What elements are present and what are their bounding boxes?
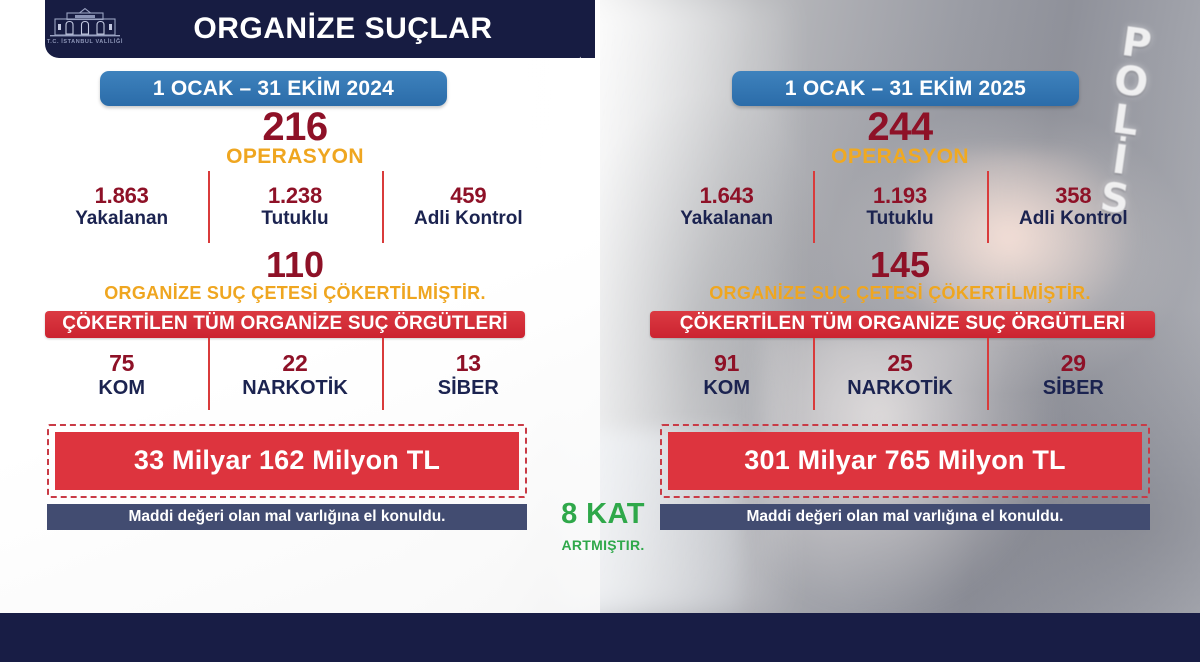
unit-divider-1 xyxy=(813,337,816,410)
stat-value: 358 xyxy=(1055,183,1092,208)
stat-detained-2025: 1.643 Yakalanan xyxy=(640,183,813,241)
unit-label: NARKOTİK xyxy=(847,377,953,400)
unit-label: KOM xyxy=(703,377,750,400)
stat-value: 1.238 xyxy=(267,183,323,208)
stat-divider-1 xyxy=(813,171,816,243)
unit-value: 13 xyxy=(455,349,481,376)
growth-callout: 8 KAT ARTMIŞTIR. xyxy=(548,498,658,553)
unit-siber-2025: 29 SİBER xyxy=(987,350,1160,408)
unit-kom-2025: 91 KOM xyxy=(640,350,813,408)
growth-label: ARTMIŞTIR. xyxy=(561,537,645,553)
unit-row-2024: 75 KOM 22 NARKOTİK 13 SİBER xyxy=(35,337,555,410)
governorship-logo: T.C. İSTANBUL VALİLİĞİ xyxy=(30,4,140,48)
unit-label: SİBER xyxy=(437,377,499,400)
gangs-value-2025: 145 xyxy=(869,244,931,285)
gangs-label-2024: ORGANİZE SUÇ ÇETESİ ÇÖKERTİLMİŞTİR. xyxy=(104,282,486,303)
unit-label: KOM xyxy=(98,377,145,400)
logo-caption: T.C. İSTANBUL VALİLİĞİ xyxy=(46,38,124,45)
unit-divider-2 xyxy=(986,337,989,410)
money-outline-2025: 301 Milyar 765 Milyon TL xyxy=(660,423,1150,498)
stat-row-2024: 1.863 Yakalanan 1.238 Tutuklu 459 Adli K… xyxy=(35,171,555,243)
dismantled-banner-2024: ÇÖKERTİLEN TÜM ORGANİZE SUÇ ÖRGÜTLERİ xyxy=(45,310,525,338)
dismantled-banner-2025: ÇÖKERTİLEN TÜM ORGANİZE SUÇ ÖRGÜTLERİ xyxy=(650,310,1155,338)
operations-value-2024: 216 xyxy=(262,105,328,149)
stat-divider-2 xyxy=(381,171,384,243)
stat-value: 1.863 xyxy=(94,183,149,208)
unit-divider-2 xyxy=(381,337,384,410)
column-2024: 1 OCAK – 31 EKİM 2024 216 OPERASYON 1.86… xyxy=(35,64,555,604)
stat-value: 459 xyxy=(450,183,487,208)
page-title: ORGANİZE SUÇLAR xyxy=(193,12,493,45)
operations-label-2024: OPERASYON xyxy=(226,145,364,168)
stat-label: Yakalanan xyxy=(680,208,774,230)
unit-divider-1 xyxy=(208,337,211,410)
stat-label: Tutuklu xyxy=(866,208,934,230)
stat-value: 1.643 xyxy=(699,183,754,208)
unit-row-2025: 91 KOM 25 NARKOTİK 29 SİBER xyxy=(640,337,1160,410)
unit-value: 29 xyxy=(1060,349,1086,376)
stat-row-2025: 1.643 Yakalanan 1.193 Tutuklu 358 Adli K… xyxy=(640,171,1160,243)
unit-narkotik-2024: 22 NARKOTİK xyxy=(208,350,381,408)
stat-value: 1.193 xyxy=(872,183,928,208)
stat-label: Adli Kontrol xyxy=(1018,208,1128,230)
operations-value-2025: 244 xyxy=(867,105,933,149)
stat-arrested-2025: 1.193 Tutuklu xyxy=(813,183,986,241)
unit-label: SİBER xyxy=(1042,377,1104,400)
column-2025: 1 OCAK – 31 EKİM 2025 244 OPERASYON 1.64… xyxy=(640,64,1160,604)
unit-label: NARKOTİK xyxy=(242,377,348,400)
growth-value: 8 KAT xyxy=(561,498,645,530)
footer-band xyxy=(0,613,1200,662)
gangs-label-2025: ORGANİZE SUÇ ÇETESİ ÇÖKERTİLMİŞTİR. xyxy=(709,282,1091,303)
header-band-notch xyxy=(581,0,595,58)
stat-label: Adli Kontrol xyxy=(413,208,523,230)
photo-highlight-hand xyxy=(905,150,1135,340)
stat-detained-2024: 1.863 Yakalanan xyxy=(35,183,208,241)
seized-note-2025: Maddi değeri olan mal varlığına el konul… xyxy=(660,503,1150,530)
stat-divider-1 xyxy=(208,171,211,243)
money-value-2025: 301 Milyar 765 Milyon TL xyxy=(668,431,1142,490)
operations-label-2025: OPERASYON xyxy=(831,145,969,168)
period-badge-2024[interactable]: 1 OCAK – 31 EKİM 2024 xyxy=(100,71,447,106)
period-badge-2025[interactable]: 1 OCAK – 31 EKİM 2025 xyxy=(732,71,1079,106)
stat-judicial-control-2024: 459 Adli Kontrol xyxy=(382,183,555,241)
stat-label: Tutuklu xyxy=(261,208,329,230)
unit-siber-2024: 13 SİBER xyxy=(382,350,555,408)
money-value-2024: 33 Milyar 162 Milyon TL xyxy=(55,431,519,490)
unit-value: 91 xyxy=(714,349,740,376)
money-outline-2024: 33 Milyar 162 Milyon TL xyxy=(47,423,527,498)
stat-arrested-2024: 1.238 Tutuklu xyxy=(208,183,381,241)
unit-kom-2024: 75 KOM xyxy=(35,350,208,408)
stat-divider-2 xyxy=(986,171,989,243)
unit-value: 25 xyxy=(887,349,913,376)
gangs-value-2024: 110 xyxy=(265,244,325,285)
header-band xyxy=(45,0,581,58)
unit-narkotik-2025: 25 NARKOTİK xyxy=(813,350,986,408)
government-building-icon xyxy=(49,7,121,38)
stat-judicial-control-2025: 358 Adli Kontrol xyxy=(987,183,1160,241)
unit-value: 22 xyxy=(282,349,308,376)
seized-note-2024: Maddi değeri olan mal varlığına el konul… xyxy=(47,503,527,530)
stat-label: Yakalanan xyxy=(75,208,169,230)
unit-value: 75 xyxy=(109,349,135,376)
